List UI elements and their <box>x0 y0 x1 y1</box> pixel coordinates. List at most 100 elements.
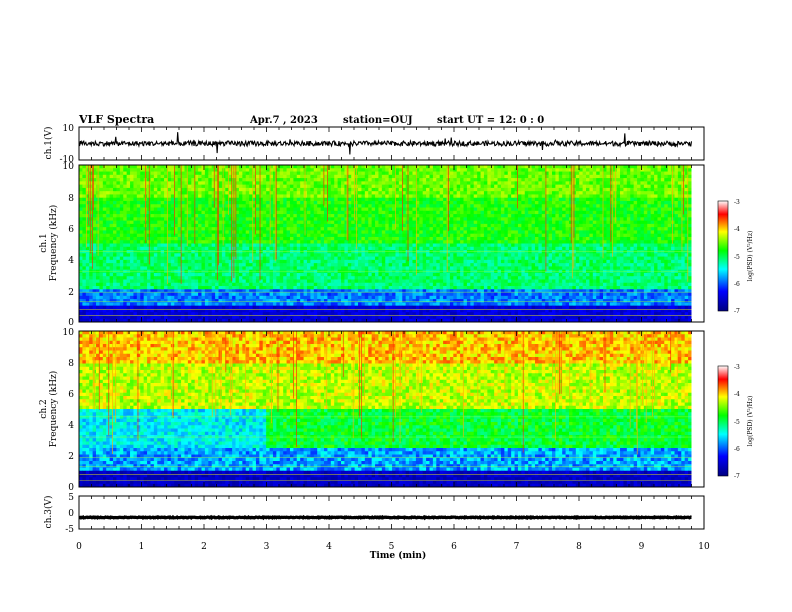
ch1-waveform-ylabel: ch.1(V) <box>43 127 54 160</box>
spec1-cell <box>609 171 614 176</box>
spec1-cell <box>279 233 284 238</box>
spec1-cell <box>116 250 121 254</box>
spec1-cell <box>106 210 111 215</box>
spec1-cell <box>181 243 185 248</box>
spec1-cell <box>531 220 536 225</box>
spec1-cell <box>136 184 141 189</box>
spec1-cell <box>419 194 424 199</box>
spec1-cell <box>133 217 138 221</box>
spec1-cell <box>347 168 352 172</box>
spec1-cell <box>351 191 356 195</box>
spec1-cell <box>85 243 90 248</box>
spec1-cell <box>606 178 611 182</box>
spec1-cell <box>654 223 658 228</box>
spec1-cell <box>511 227 515 231</box>
spec1-cell <box>313 240 318 244</box>
spec1-cell <box>140 168 145 172</box>
spec1-cell <box>637 204 641 208</box>
spec1-cell <box>245 210 250 215</box>
spec1-cell <box>381 194 386 199</box>
spec1-cell <box>514 240 519 244</box>
spec1-cell <box>341 230 345 235</box>
spec1-cell <box>119 253 124 257</box>
spec1-cell <box>555 191 560 195</box>
spec1-cell <box>477 191 481 195</box>
spec1-cell <box>164 171 168 176</box>
spec1-cell <box>327 246 332 251</box>
spec1-cell <box>436 191 441 195</box>
spec1-cell <box>113 207 117 212</box>
spec1-cell <box>351 230 356 235</box>
spec1-cell <box>375 236 379 241</box>
spec1-cell <box>582 227 587 231</box>
spec1-cell <box>429 210 434 215</box>
spec1-cell <box>204 165 209 169</box>
spec1-cell <box>640 178 645 182</box>
spec1-cell <box>133 168 138 172</box>
spec1-cell <box>521 246 526 251</box>
spec1-cell <box>453 191 458 195</box>
spec1-cell <box>184 207 189 212</box>
spec1-cell <box>579 191 584 195</box>
spec1-cell <box>181 171 185 176</box>
spec1-cell <box>324 165 328 169</box>
spec1-cell <box>555 171 560 176</box>
spec1-cell <box>102 191 107 195</box>
spec1-cell <box>405 217 410 221</box>
spec1-cell <box>303 236 308 241</box>
spec1-cell <box>671 187 675 192</box>
spec1-cell <box>565 217 570 221</box>
spec1-cell <box>609 207 614 212</box>
spec1-cell <box>259 171 264 176</box>
spec1-cell <box>429 174 434 179</box>
spec1-cell <box>300 184 304 189</box>
spec1-cell <box>225 250 230 254</box>
spec1-cell <box>160 204 165 208</box>
spec1-cell <box>688 204 692 208</box>
spec1-cell <box>589 250 594 254</box>
spec1-cell <box>296 197 301 202</box>
spec1-cell <box>102 223 107 228</box>
spec1-cell <box>555 187 560 192</box>
spec1-cell <box>657 207 662 212</box>
spec1-cell <box>473 204 478 208</box>
spec1-cell <box>660 197 665 202</box>
spec1-cell <box>517 191 522 195</box>
spec1-cell <box>167 171 172 176</box>
spec1-cell <box>409 223 413 228</box>
spec1-cell <box>133 181 138 186</box>
spec1-cell <box>517 178 522 182</box>
spec1-cell <box>344 217 349 221</box>
spec1-cell <box>436 207 441 212</box>
spec1-cell <box>310 220 315 225</box>
spec1-cell <box>157 240 162 244</box>
spec1-cell <box>545 197 549 202</box>
spec1-cell <box>603 246 607 251</box>
spec1-cell <box>579 220 584 225</box>
spec1-cell <box>422 181 427 186</box>
spec1-cell <box>320 168 325 172</box>
spec1-cell <box>453 220 458 225</box>
spec1-cell <box>470 243 475 248</box>
spec1-cell <box>487 217 492 221</box>
spec1-cell <box>341 246 345 251</box>
spec1-cell <box>371 240 376 244</box>
spec1-cell <box>412 217 417 221</box>
spec1-cell <box>99 230 104 235</box>
spec1-cell <box>82 204 87 208</box>
spec1-cell <box>392 220 396 225</box>
spec1-cell <box>347 171 352 176</box>
spec1-cell <box>296 210 301 215</box>
spec1-cell <box>490 165 495 169</box>
spec1-cell <box>551 184 556 189</box>
spec1-cell <box>306 253 311 257</box>
spec1-cell <box>494 233 498 238</box>
spec1-cell <box>157 246 162 251</box>
spec1-cell <box>102 240 107 244</box>
spec1-cell <box>272 178 277 182</box>
spec1-cell <box>303 250 308 254</box>
spec1-cell <box>630 187 635 192</box>
spec1-cell <box>272 168 277 172</box>
spec1-cell <box>565 194 570 199</box>
spec1-cell <box>623 207 628 212</box>
